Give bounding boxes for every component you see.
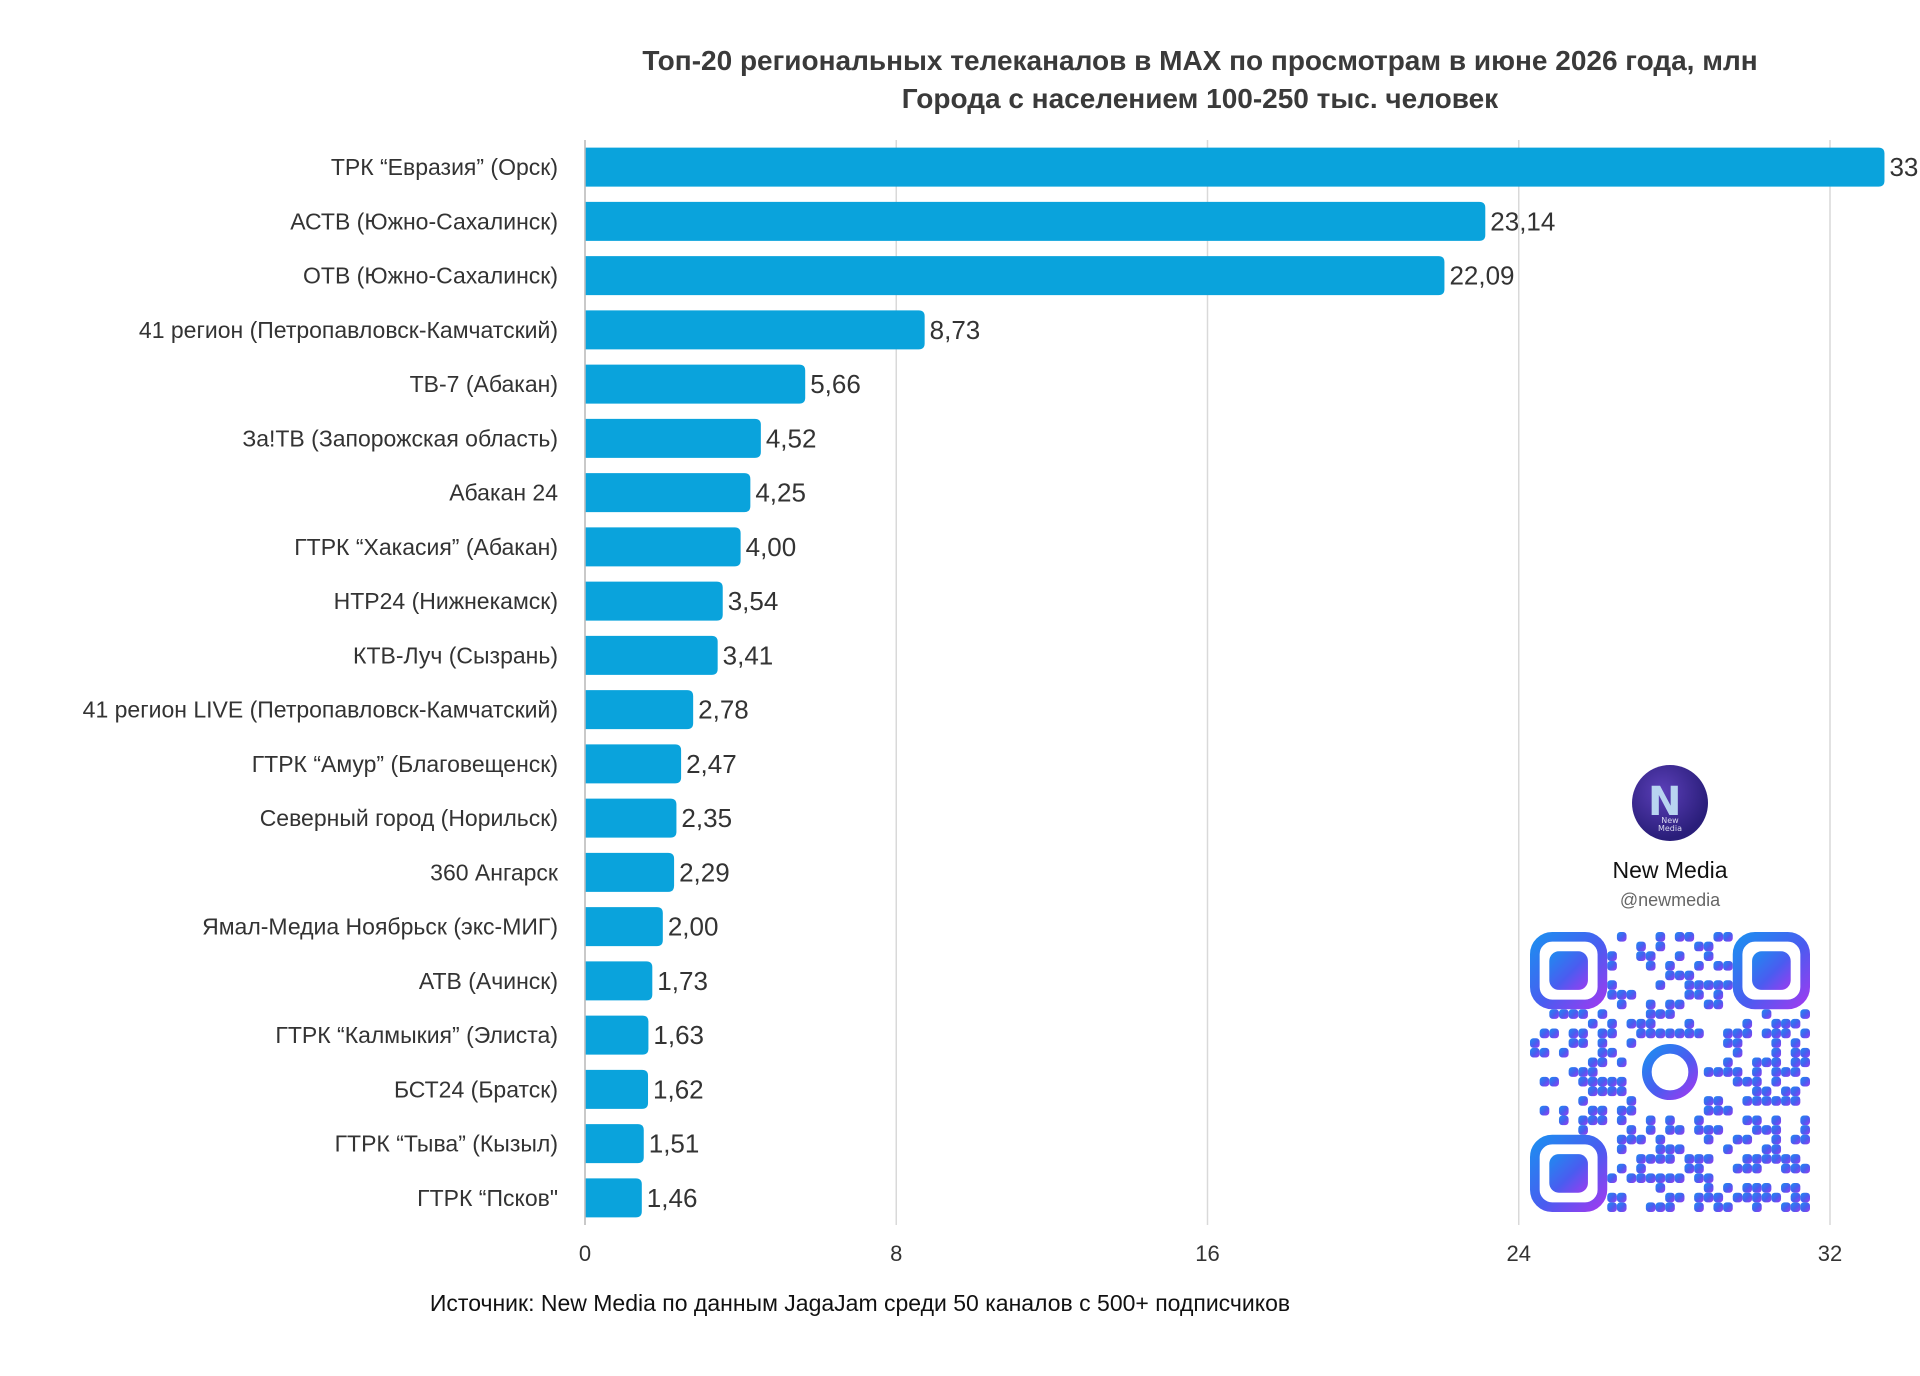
x-tick-label: 24 [1507, 1241, 1531, 1266]
value-label: 2,47 [686, 749, 737, 779]
bar [585, 635, 718, 675]
bar [585, 1069, 649, 1109]
category-label: За!ТВ (Запорожская область) [242, 425, 558, 451]
new-media-logo-icon: N New Media [1632, 765, 1708, 841]
source-note: Источник: New Media по данным JagaJam ср… [429, 1290, 1291, 1316]
value-label: 3,54 [728, 586, 779, 616]
value-label: 2,00 [668, 912, 719, 942]
value-label: 2,35 [681, 803, 732, 833]
bar [585, 364, 806, 404]
value-label: 2,78 [698, 695, 749, 725]
category-label: 360 Ангарск [430, 859, 559, 885]
bar [585, 1178, 642, 1218]
chart-title-block: Топ-20 региональных телеканалов в MAX по… [0, 42, 1920, 118]
value-label: 5,66 [810, 369, 861, 399]
bar [585, 310, 925, 350]
value-label: 1,62 [653, 1074, 704, 1104]
value-label: 1,73 [657, 966, 708, 996]
x-tick-label: 16 [1195, 1241, 1219, 1266]
value-label: 4,00 [746, 532, 797, 562]
category-label: ГТРК “Калмыкия” (Элиста) [275, 1022, 558, 1048]
bar [585, 527, 741, 567]
category-label: Северный город (Норильск) [260, 805, 558, 831]
x-tick-label: 8 [890, 1241, 902, 1266]
value-label: 4,25 [755, 478, 806, 508]
bar [585, 256, 1445, 296]
category-label: ГТРК “Хакасия” (Абакан) [294, 534, 558, 560]
category-label: ГТРК “Тыва” (Кызыл) [335, 1131, 558, 1157]
value-label: 4,52 [766, 423, 817, 453]
brand-name: New Media [1612, 857, 1728, 883]
category-label: КТВ-Луч (Сызрань) [353, 642, 558, 668]
bar [585, 961, 653, 1001]
value-label: 8,73 [930, 315, 981, 345]
value-label: 33,40 [1889, 152, 1920, 182]
x-tick-label: 32 [1818, 1241, 1842, 1266]
category-label: АСТВ (Южно-Сахалинск) [290, 208, 558, 234]
value-label: 3,41 [723, 640, 774, 670]
bar [585, 418, 761, 458]
bar [585, 798, 677, 838]
value-label: 1,46 [647, 1183, 698, 1213]
category-label: ТРК “Евразия” (Орск) [331, 154, 558, 180]
bar [585, 473, 751, 513]
bar [585, 581, 723, 621]
chart-subtitle: Города с населением 100-250 тыс. человек [901, 83, 1499, 114]
category-label: НТР24 (Нижнекамск) [334, 588, 558, 614]
value-label: 22,09 [1449, 261, 1514, 291]
bar [585, 147, 1885, 187]
brand-block: N New Media New Media @newmedia [1520, 765, 1820, 911]
bar [585, 852, 675, 892]
category-label: ТВ-7 (Абакан) [410, 371, 558, 397]
value-label: 1,63 [653, 1020, 704, 1050]
bar [585, 201, 1486, 241]
category-label: Ямал-Медиа Ноябрьск (экс-МИГ) [202, 914, 558, 940]
value-label: 23,14 [1490, 206, 1555, 236]
qr-code-icon [1530, 932, 1810, 1212]
category-label: БСТ24 (Братск) [394, 1076, 558, 1102]
category-label: ГТРК “Амур” (Благовещенск) [252, 751, 558, 777]
value-label: 1,51 [649, 1129, 700, 1159]
bar [585, 907, 663, 947]
bar [585, 744, 682, 784]
bar [585, 1124, 644, 1164]
chart-title: Топ-20 региональных телеканалов в MAX по… [642, 45, 1758, 76]
category-label: ГТРК “Псков" [417, 1185, 558, 1211]
bar [585, 1015, 649, 1055]
category-label: АТВ (Ачинск) [419, 968, 558, 994]
brand-handle: @newmedia [1619, 890, 1721, 910]
category-label: ОТВ (Южно-Сахалинск) [303, 263, 558, 289]
category-label: 41 регион (Петропавловск-Камчатский) [139, 317, 558, 343]
category-label: Абакан 24 [449, 480, 558, 506]
category-label: 41 регион LIVE (Петропавловск-Камчатский… [83, 697, 558, 723]
x-tick-label: 0 [579, 1241, 591, 1266]
bar [585, 690, 694, 730]
value-label: 2,29 [679, 857, 730, 887]
